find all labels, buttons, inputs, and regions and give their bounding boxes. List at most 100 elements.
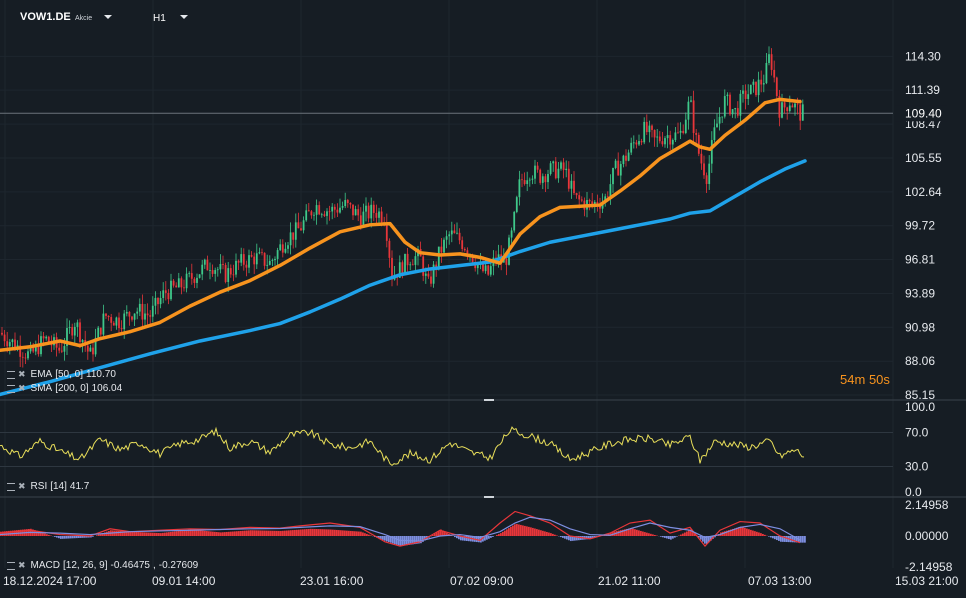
- macd-histogram-bar: [158, 533, 160, 536]
- candle: [110, 317, 113, 323]
- symbol-name[interactable]: VOW1.DE: [20, 11, 71, 23]
- macd-histogram-bar: [366, 533, 368, 536]
- candle: [175, 285, 178, 288]
- candle: [1, 332, 3, 335]
- macd-histogram-bar: [392, 536, 394, 544]
- pane-resize-handle: [484, 399, 494, 401]
- candle: [58, 347, 61, 351]
- macd-histogram-bar: [194, 529, 196, 536]
- macd-histogram-bar: [626, 528, 628, 536]
- candle: [565, 168, 568, 171]
- ema-params: [50, 0]: [55, 369, 84, 380]
- candle: [42, 336, 45, 339]
- macd-histogram-bar: [132, 531, 134, 536]
- macd-histogram-bar: [432, 534, 434, 536]
- rsi-label: RSI: [30, 481, 48, 492]
- timeframe-dropdown-chevron-icon[interactable]: [180, 15, 188, 19]
- macd-histogram-bar: [104, 532, 106, 536]
- macd-histogram-bar: [714, 536, 716, 538]
- candle: [705, 175, 708, 184]
- candle: [367, 205, 370, 219]
- candle: [201, 264, 204, 275]
- macd-histogram-bar: [674, 536, 676, 538]
- macd-histogram-bar: [394, 536, 396, 545]
- macd-histogram-bar: [380, 536, 382, 540]
- candle: [144, 313, 146, 320]
- macd-histogram-bar: [326, 529, 328, 536]
- macd-histogram-bar: [148, 532, 150, 536]
- macd-histogram-bar: [308, 528, 310, 536]
- candle: [97, 327, 100, 338]
- macd-histogram-bar: [70, 536, 72, 539]
- macd-histogram-bar: [340, 530, 342, 536]
- settings-icon[interactable]: [7, 384, 15, 393]
- candle: [107, 315, 110, 318]
- macd-histogram-bar: [378, 536, 380, 539]
- macd-histogram-bar: [160, 533, 162, 536]
- candle: [133, 313, 136, 320]
- candle: [287, 245, 289, 249]
- price-axis-tick: 88.06: [905, 354, 935, 368]
- settings-icon[interactable]: [7, 370, 15, 379]
- candle: [765, 62, 768, 84]
- close-icon[interactable]: ✖: [18, 560, 26, 570]
- macd-histogram-bar: [646, 532, 648, 536]
- macd-histogram-bar: [40, 532, 42, 536]
- macd-histogram-bar: [292, 530, 294, 536]
- candle: [703, 163, 705, 176]
- candle: [294, 222, 297, 240]
- macd-histogram-bar: [396, 536, 398, 545]
- macd-histogram-bar: [640, 530, 642, 536]
- macd-histogram-bar: [226, 531, 228, 536]
- candle: [32, 346, 35, 352]
- timeframe-selector[interactable]: H1: [153, 13, 166, 24]
- macd-histogram-bar: [46, 534, 48, 536]
- ema-line: [0, 97, 802, 353]
- macd-histogram-bar: [636, 529, 638, 536]
- macd-histogram-bar: [154, 532, 156, 536]
- macd-histogram-bar: [224, 532, 226, 536]
- candle: [34, 344, 37, 352]
- settings-icon[interactable]: [7, 561, 15, 570]
- candle: [424, 273, 427, 276]
- candle: [138, 303, 141, 312]
- macd-histogram-bar: [592, 536, 594, 539]
- candle: [219, 264, 222, 270]
- candle: [684, 119, 687, 133]
- close-icon[interactable]: ✖: [18, 481, 26, 491]
- candle: [677, 132, 679, 134]
- rsi-value: 41.7: [69, 481, 90, 492]
- macd-histogram-bar: [188, 529, 190, 536]
- candle: [708, 163, 711, 184]
- candle: [289, 232, 292, 246]
- macd-histogram-bar: [618, 530, 620, 536]
- candle: [625, 155, 627, 161]
- macd-histogram-bar: [84, 536, 86, 538]
- candle: [482, 262, 484, 272]
- macd-histogram-bar: [96, 535, 98, 536]
- candle: [11, 339, 14, 343]
- candle: [627, 152, 630, 161]
- macd-histogram-bar: [286, 530, 288, 536]
- macd-histogram-bar: [62, 536, 64, 539]
- macd-histogram-bar: [210, 531, 212, 536]
- candle: [643, 121, 646, 143]
- macd-histogram-bar: [300, 529, 302, 536]
- macd-histogram-bar: [488, 536, 490, 539]
- macd-histogram-bar: [662, 536, 664, 538]
- settings-icon[interactable]: [7, 482, 15, 491]
- close-icon[interactable]: ✖: [18, 383, 26, 393]
- macd-histogram-bar: [692, 531, 694, 536]
- macd-histogram-bar: [532, 527, 534, 536]
- macd-histogram-bar: [390, 536, 392, 543]
- close-icon[interactable]: ✖: [18, 369, 26, 379]
- candle: [531, 178, 534, 180]
- macd-histogram-bar: [682, 533, 684, 536]
- macd-histogram-bar: [730, 529, 732, 536]
- candle: [263, 252, 266, 266]
- macd-histogram-bar: [688, 530, 690, 536]
- macd-histogram-bar: [250, 530, 252, 536]
- symbol-dropdown-chevron-icon[interactable]: [104, 15, 112, 19]
- macd-histogram-bar: [320, 529, 322, 536]
